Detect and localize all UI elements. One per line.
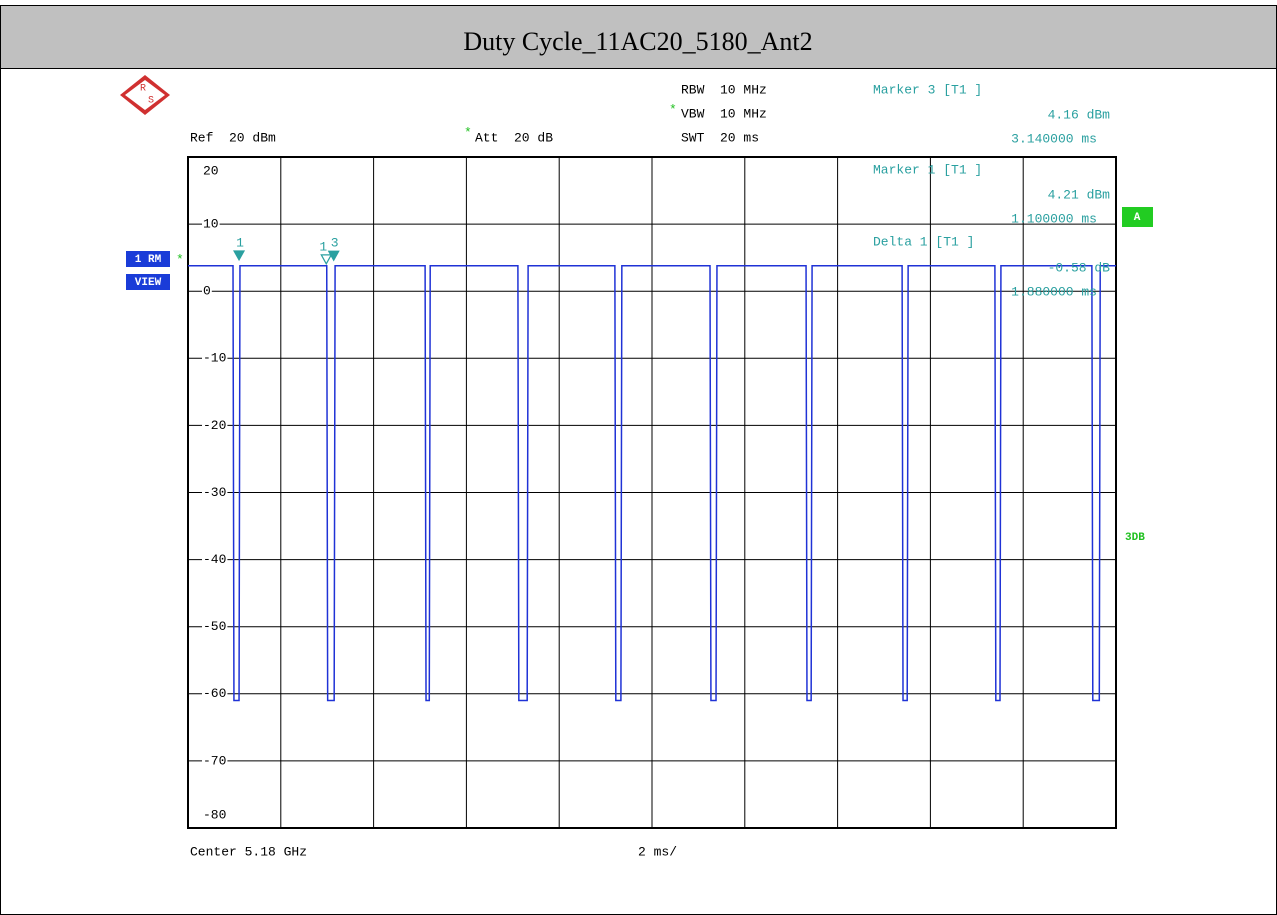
tick-label-bg (202, 356, 228, 361)
tick-label-bg (202, 222, 220, 227)
logo-letter: S (148, 96, 154, 107)
marker (320, 254, 333, 266)
tick-label-bg (202, 423, 228, 428)
vbw: VBW 10 MHz (681, 106, 767, 121)
readout-level: -0.58 dB (1048, 260, 1111, 275)
tick-label-bg (202, 490, 228, 495)
y-tick-label: -40 (203, 552, 226, 567)
readout-name: Marker 3 [T1 ] (873, 82, 982, 97)
changed-flag: * (464, 125, 472, 140)
readout-time: 1.880000 ms (1011, 284, 1097, 299)
y-tick-label: -70 (203, 753, 226, 768)
marker-label: 1 (319, 239, 327, 254)
screen-box (1122, 207, 1153, 227)
y-tick-label: -30 (203, 485, 226, 500)
ref-level: Ref 20 dBm (190, 130, 276, 145)
logo: R S (120, 75, 170, 115)
y-tick-label: 10 (203, 217, 219, 232)
trace-flag: * (176, 252, 184, 267)
y-tick-label: -20 (203, 418, 226, 433)
logo-diamond (120, 75, 170, 115)
attenuation: Att 20 dB (475, 130, 553, 145)
span: 2 ms/ (638, 844, 677, 859)
swt: SWT 20 ms (681, 130, 759, 145)
title-bar (0, 5, 1277, 69)
tick-label-bg (202, 758, 228, 763)
chart-title: Duty Cycle_11AC20_5180_Ant2 (463, 27, 812, 56)
tick-label-bg (202, 624, 228, 629)
trace-box (126, 251, 170, 267)
center-freq: Center 5.18 GHz (190, 844, 307, 859)
y-tick-label: -80 (203, 807, 226, 822)
limit-label: 3DB (1125, 532, 1145, 544)
trace-label: 1 RM (135, 254, 162, 266)
tick-label-bg (202, 557, 228, 562)
trace (188, 264, 1116, 702)
readout-name: Marker 1 [T1 ] (873, 162, 982, 177)
y-tick-label: -50 (203, 619, 226, 634)
marker (327, 250, 340, 262)
y-tick-label: -60 (203, 686, 226, 701)
rbw: RBW 10 MHz (681, 82, 767, 97)
readout-time: 1.100000 ms (1011, 211, 1097, 226)
readout-level: 4.16 dBm (1048, 107, 1111, 122)
logo-letter: R (140, 84, 146, 95)
tick-label-bg (202, 691, 228, 696)
readout-level: 4.21 dBm (1048, 187, 1111, 202)
trace-label: VIEW (135, 277, 162, 289)
y-tick-label: 0 (203, 284, 211, 299)
changed-flag: * (669, 102, 677, 117)
y-tick-label: 20 (203, 163, 219, 178)
marker-label: 1 (236, 235, 244, 250)
marker-label: 3 (331, 236, 339, 251)
readout-time: 3.140000 ms (1011, 131, 1097, 146)
tick-label-bg (202, 289, 212, 294)
trace-box (126, 274, 170, 290)
marker (233, 250, 246, 262)
screen-label: A (1134, 212, 1141, 224)
readout-name: Delta 1 [T1 ] (873, 234, 974, 249)
y-tick-label: -10 (203, 351, 226, 366)
